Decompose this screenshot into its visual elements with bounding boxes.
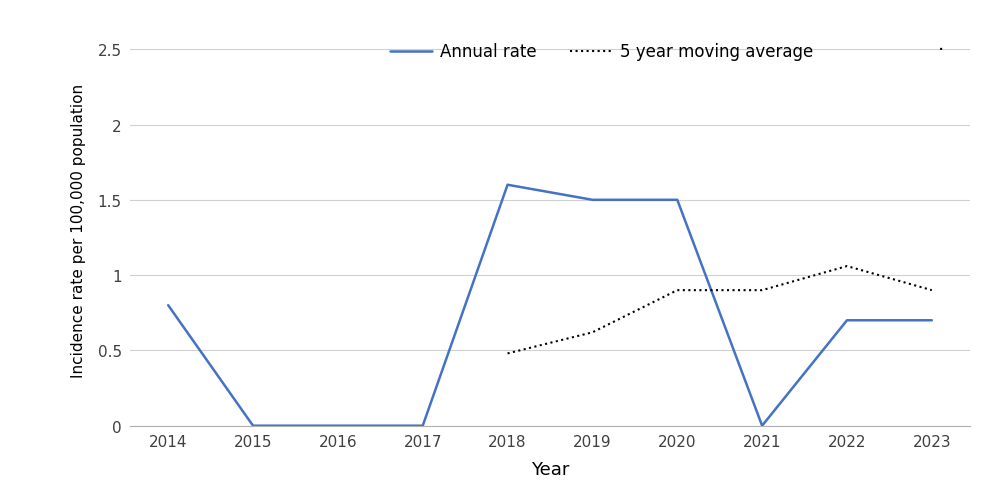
Legend: Annual rate, 5 year moving average: Annual rate, 5 year moving average: [390, 44, 814, 61]
X-axis label: Year: Year: [531, 460, 569, 478]
5 year moving average: [671, 288, 683, 294]
Annual rate: [417, 423, 429, 429]
5 year moving average: [756, 288, 768, 294]
Line: 5 year moving average: 5 year moving average: [508, 267, 932, 354]
Annual rate: [247, 423, 259, 429]
5 year moving average: [841, 264, 853, 270]
Annual rate: [332, 423, 344, 429]
Annual rate: [926, 318, 938, 324]
Annual rate: [162, 303, 174, 309]
Annual rate: [756, 423, 768, 429]
Text: .: .: [937, 35, 944, 54]
Annual rate: [502, 182, 514, 188]
Annual rate: [841, 318, 853, 324]
Annual rate: [671, 197, 683, 203]
5 year moving average: [586, 330, 598, 336]
Annual rate: [586, 197, 598, 203]
Line: Annual rate: Annual rate: [168, 185, 932, 426]
5 year moving average: [502, 351, 514, 357]
5 year moving average: [926, 288, 938, 294]
Y-axis label: Incidence rate per 100,000 population: Incidence rate per 100,000 population: [71, 84, 86, 377]
